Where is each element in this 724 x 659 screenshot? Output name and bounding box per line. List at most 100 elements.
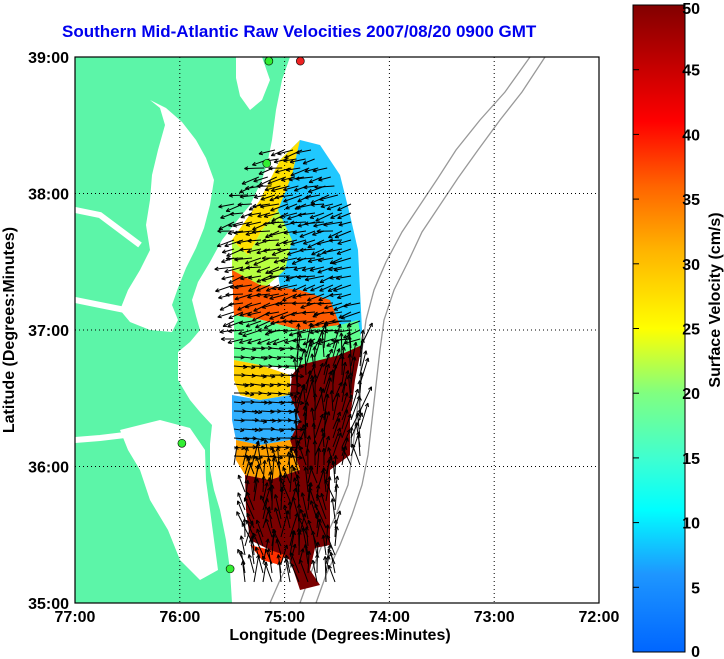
current-vector-head <box>261 447 266 451</box>
current-vector-head <box>271 420 276 423</box>
current-vector-head <box>283 186 287 191</box>
current-vector-head <box>332 369 336 374</box>
current-vector-head <box>314 329 319 333</box>
grid-lines <box>75 57 599 603</box>
current-vector <box>272 528 282 547</box>
current-vector-head <box>292 496 296 501</box>
current-vector <box>260 410 275 413</box>
current-vector-head <box>228 222 232 227</box>
current-vector-head <box>244 497 248 501</box>
current-vector-head <box>225 256 230 260</box>
current-vector <box>328 266 343 271</box>
current-vector-head <box>257 213 261 217</box>
current-vector-head <box>312 530 316 535</box>
current-vector-head <box>297 293 302 297</box>
current-vector-head <box>266 482 269 487</box>
current-vector-head <box>261 257 266 261</box>
current-vector <box>247 338 262 344</box>
current-vector <box>288 451 291 475</box>
current-vector <box>323 393 329 421</box>
current-vector <box>290 552 300 574</box>
current-vector-head <box>357 396 361 401</box>
current-vector <box>296 343 299 367</box>
current-vector-head <box>298 455 303 459</box>
current-vector-head <box>292 340 297 343</box>
current-vector-head <box>316 493 321 498</box>
current-vector-head <box>244 446 248 451</box>
current-vector <box>307 482 312 511</box>
current-vector-head <box>337 206 341 211</box>
current-vector <box>305 363 316 385</box>
current-vector-head <box>258 150 263 155</box>
current-vector <box>305 370 311 394</box>
current-vector-head <box>252 231 257 234</box>
current-vector <box>262 275 280 282</box>
current-vector-head <box>293 419 296 424</box>
current-vector-head <box>334 339 339 343</box>
current-vector-head <box>299 376 304 379</box>
current-vector-head <box>348 372 352 377</box>
current-vector-head <box>365 357 369 362</box>
current-vector <box>313 221 334 227</box>
current-vector <box>282 293 298 301</box>
current-vector <box>251 535 255 556</box>
current-vector-head <box>295 411 300 414</box>
current-vector <box>268 230 289 237</box>
current-vector-head <box>304 277 309 281</box>
current-vector-head <box>292 477 295 482</box>
current-vector-head <box>311 407 315 412</box>
current-vector-head <box>267 393 272 397</box>
current-vector-head <box>296 276 301 280</box>
current-vector-head <box>309 270 314 272</box>
current-vector-head <box>257 442 261 447</box>
current-vector-head <box>275 194 279 199</box>
current-vector <box>305 526 309 547</box>
current-vector <box>301 492 309 520</box>
current-vector <box>233 419 245 422</box>
current-vector <box>329 293 343 296</box>
current-vector <box>304 466 309 493</box>
current-vector-head <box>315 324 320 327</box>
current-vector-head <box>286 544 289 549</box>
current-vector-head <box>292 338 297 342</box>
current-vector-head <box>319 287 323 292</box>
current-vector-head <box>276 554 279 559</box>
current-vector-head <box>319 196 324 201</box>
current-vector <box>307 550 310 574</box>
current-vector-head <box>346 323 350 328</box>
current-vector <box>277 284 298 290</box>
current-vector-head <box>365 350 368 355</box>
current-vector-head <box>298 503 302 508</box>
current-vector <box>311 248 325 256</box>
current-vector <box>312 560 318 583</box>
current-vector-head <box>228 279 232 284</box>
current-vector-head <box>283 544 288 549</box>
current-vector <box>314 503 327 529</box>
current-vector-head <box>224 268 229 273</box>
current-vector <box>333 284 352 292</box>
current-vector-head <box>308 322 312 327</box>
current-vector-head <box>336 250 341 255</box>
current-vector <box>290 239 307 245</box>
current-vector <box>330 311 343 315</box>
current-vector-head <box>267 509 270 514</box>
current-vector-head <box>252 349 257 352</box>
colorbar-tick-label: 40 <box>682 127 700 144</box>
current-vector-head <box>272 528 277 533</box>
current-vector <box>280 266 298 269</box>
current-vector <box>239 338 253 344</box>
current-vector <box>269 446 281 449</box>
current-vector-head <box>334 234 339 238</box>
colorbar-tick-label: 35 <box>682 192 700 209</box>
current-vector <box>332 418 340 439</box>
current-vector-head <box>300 548 304 552</box>
current-vector-head <box>270 439 275 442</box>
current-vector <box>269 401 285 404</box>
current-vector <box>302 158 315 165</box>
current-vector-head <box>368 322 373 326</box>
current-vector-head <box>321 534 324 539</box>
current-vector <box>274 494 282 520</box>
current-vector-head <box>334 484 338 488</box>
current-vector-head <box>250 357 255 361</box>
current-vector <box>265 548 273 565</box>
